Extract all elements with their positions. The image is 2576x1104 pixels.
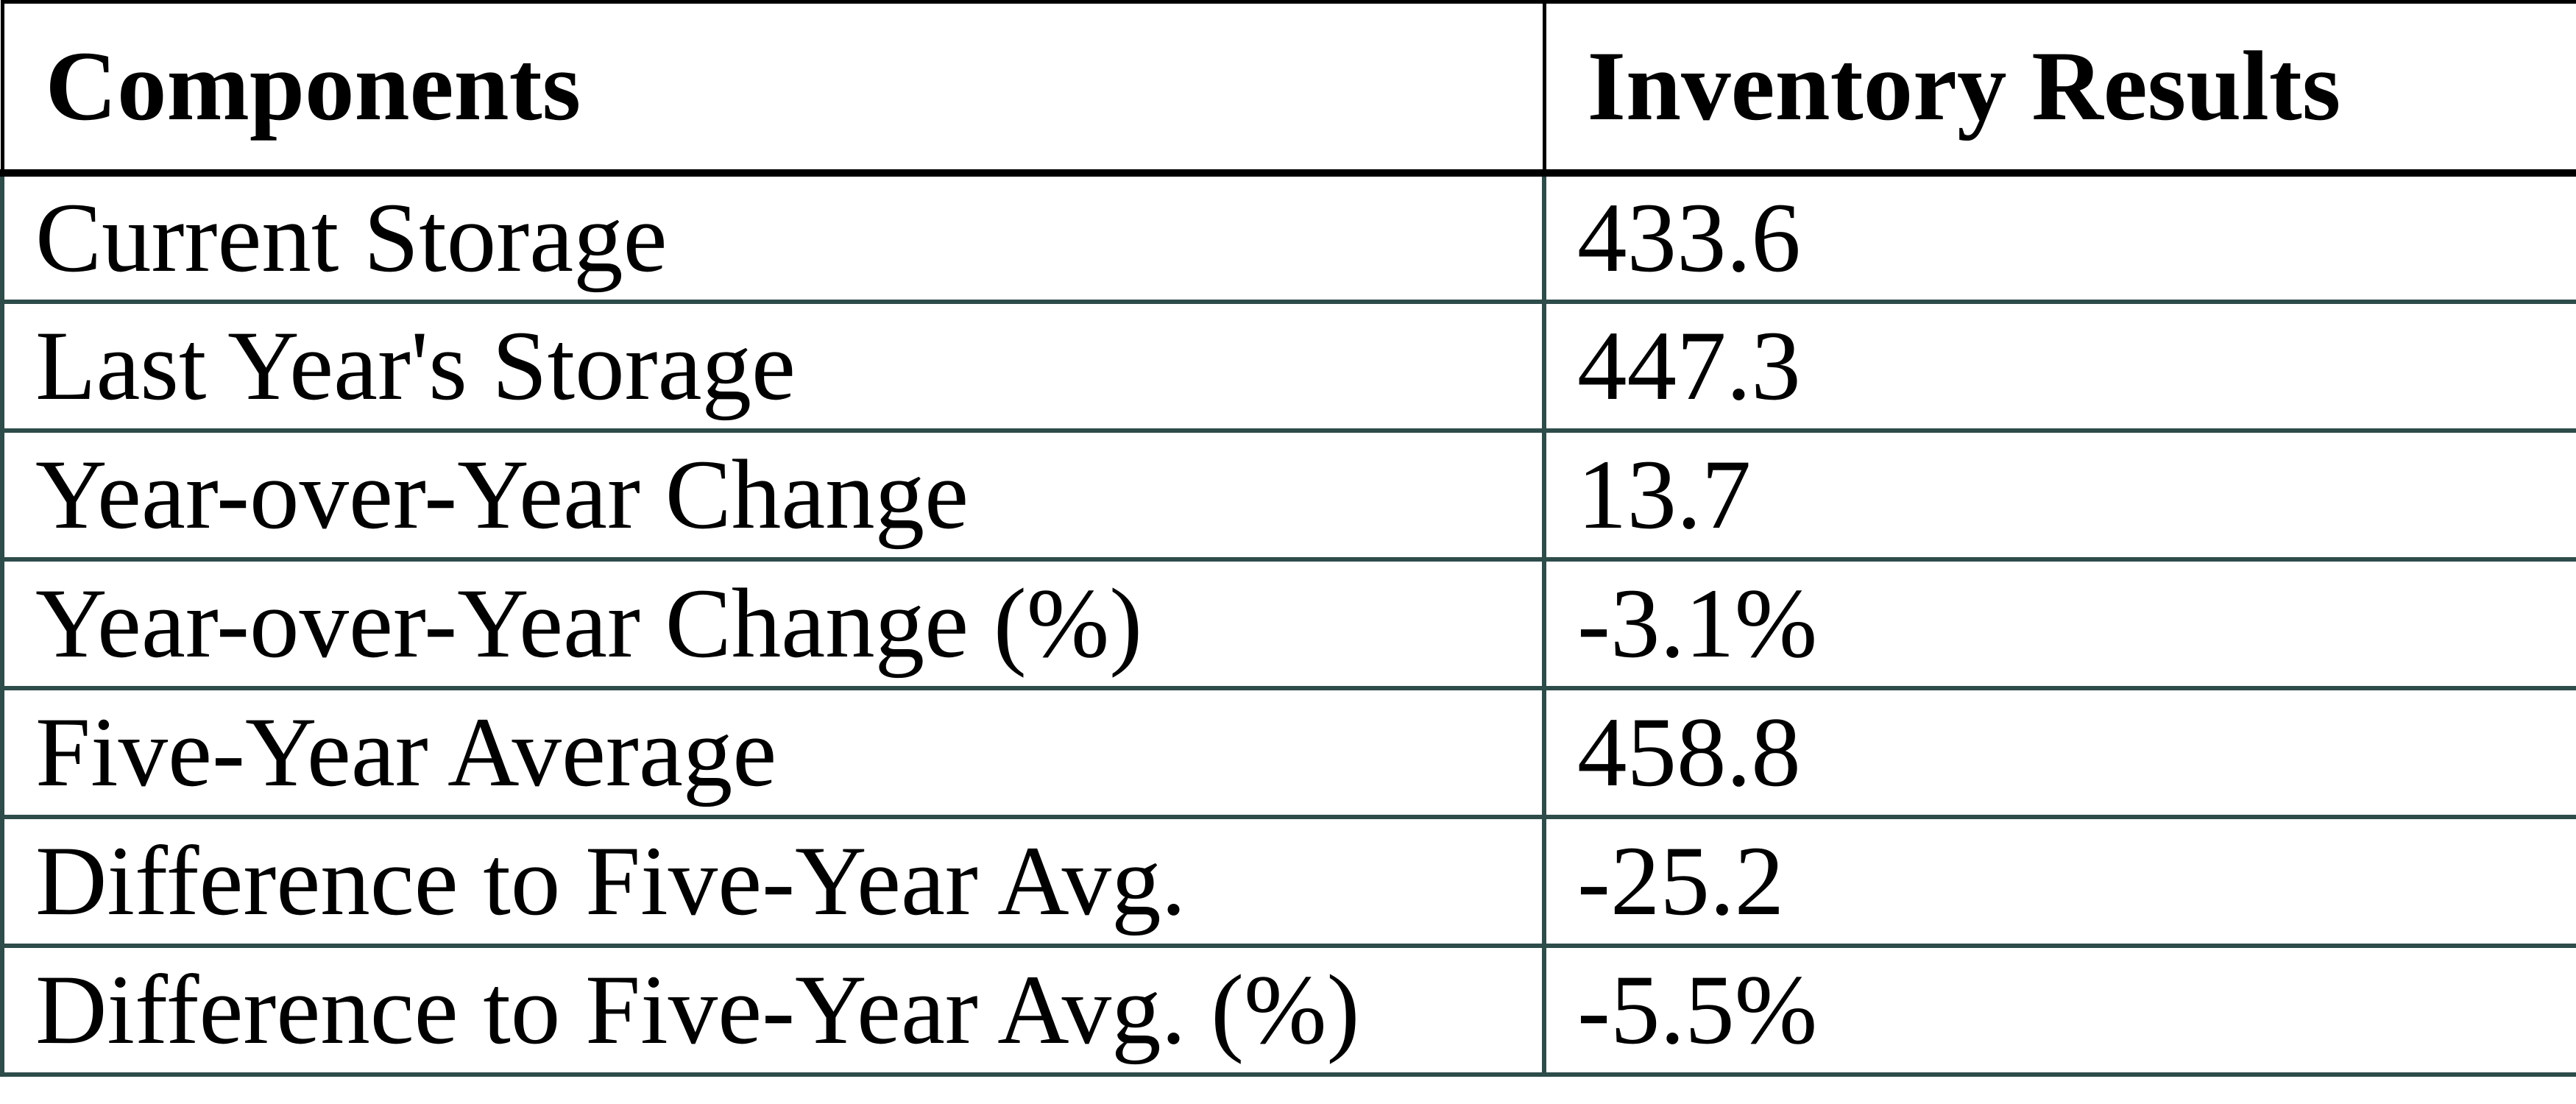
table-body: Current Storage 433.6 Last Year's Storage 4… (0, 170, 2576, 1077)
inventory-value-cell: -5.5% (1542, 943, 2576, 1077)
component-label-cell: Year-over-Year Change (0, 428, 1546, 562)
component-label-cell: Year-over-Year Change (%) (0, 556, 1546, 690)
inventory-value-cell: 13.7 (1542, 428, 2576, 562)
table-row: Year-over-Year Change 13.7 (0, 428, 2576, 562)
component-label-cell: Last Year's Storage (0, 299, 1546, 433)
table-row: Last Year's Storage 447.3 (0, 299, 2576, 433)
table-row: Difference to Five-Year Avg. -25.2 (0, 814, 2576, 948)
inventory-value-cell: 433.6 (1542, 170, 2576, 304)
component-label-cell: Current Storage (0, 170, 1546, 304)
inventory-value-cell: -3.1% (1542, 556, 2576, 690)
column-header-components: Components (0, 0, 1546, 177)
inventory-value-cell: 447.3 (1542, 299, 2576, 433)
component-label-cell: Difference to Five-Year Avg. (%) (0, 943, 1546, 1077)
component-label-cell: Five-Year Average (0, 685, 1546, 819)
table-header: Components Inventory Results (0, 0, 2576, 177)
inventory-value-cell: 458.8 (1542, 685, 2576, 819)
table-row: Year-over-Year Change (%) -3.1% (0, 556, 2576, 690)
inventory-results-table: Components Inventory Results Current Sto… (0, 0, 2576, 1077)
header-row: Components Inventory Results (0, 0, 2576, 177)
table-row: Current Storage 433.6 (0, 170, 2576, 304)
inventory-value-cell: -25.2 (1542, 814, 2576, 948)
component-label-cell: Difference to Five-Year Avg. (0, 814, 1546, 948)
table-row: Difference to Five-Year Avg. (%) -5.5% (0, 943, 2576, 1077)
column-header-inventory-results: Inventory Results (1542, 0, 2576, 177)
table-row: Five-Year Average 458.8 (0, 685, 2576, 819)
